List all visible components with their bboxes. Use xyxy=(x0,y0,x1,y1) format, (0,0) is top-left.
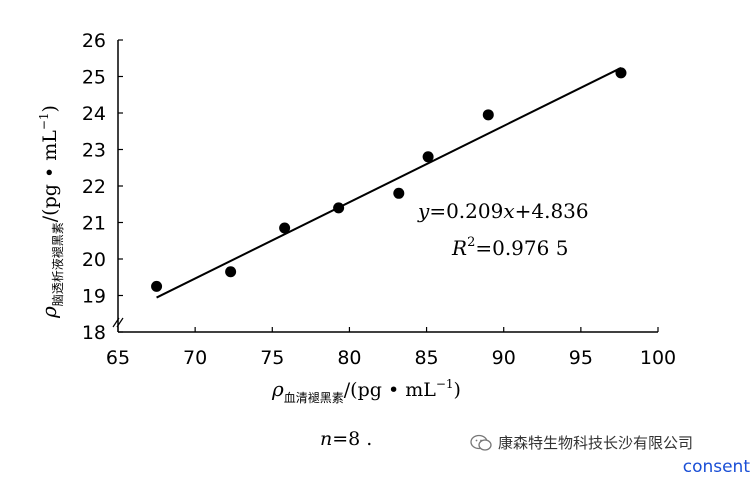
data-point xyxy=(615,67,627,79)
trendline xyxy=(156,67,622,299)
equation-y-var: y xyxy=(417,199,430,223)
consent-link[interactable]: consent xyxy=(682,457,750,477)
x-tick-label: 100 xyxy=(640,347,676,369)
y-axis-label: ρ脑透析液褪黑素/(pg • mL−1) xyxy=(37,105,65,319)
x-tick-label: 80 xyxy=(337,347,361,369)
watermark-text: 康森特生物科技长沙有限公司 xyxy=(498,434,694,452)
regression-equation: y=0.209x+4.836 xyxy=(417,199,589,223)
wechat-icon xyxy=(470,434,492,451)
r-superscript: 2 xyxy=(467,235,475,250)
r-squared: R2=0.976 5 xyxy=(451,235,568,260)
axis-break-mark xyxy=(112,317,124,328)
x-label-unit-sup: −1 xyxy=(436,377,454,391)
r-letter: R xyxy=(451,236,467,260)
watermark: 康森特生物科技长沙有限公司 xyxy=(470,432,693,453)
equation-middle: =0.209 xyxy=(429,199,503,223)
y-ticks: 18 19 20 21 22 23 24 25 26 xyxy=(82,30,123,344)
footnote-text: =8 . xyxy=(332,428,373,450)
y-tick-label: 18 xyxy=(82,322,106,344)
x-tick-label: 70 xyxy=(183,347,207,369)
data-points xyxy=(151,67,627,292)
y-tick-label: 23 xyxy=(82,140,106,162)
x-label-rho: ρ xyxy=(271,377,284,401)
y-tick-label: 24 xyxy=(82,103,106,125)
x-tick-label: 75 xyxy=(260,347,284,369)
footnote-var: n xyxy=(320,428,333,450)
x-tick-label: 65 xyxy=(106,347,130,369)
axes xyxy=(112,40,658,333)
data-point xyxy=(393,187,405,199)
footnote: n=8 . xyxy=(320,428,372,450)
trendline-group xyxy=(156,67,622,299)
x-ticks: 65 70 75 80 85 90 95 100 xyxy=(106,327,676,369)
y-label-unit-end: ) xyxy=(39,105,61,112)
y-label-unit: /(pg • mL xyxy=(39,130,61,222)
x-label-subscript: 血清褪黑素 xyxy=(284,390,344,405)
x-tick-label: 95 xyxy=(569,347,593,369)
r-value: =0.976 5 xyxy=(475,236,568,260)
y-tick-label: 26 xyxy=(82,30,106,52)
y-tick-label: 21 xyxy=(82,213,106,235)
y-label-subscript: 脑透析液褪黑素 xyxy=(50,222,65,306)
y-tick-label: 19 xyxy=(82,286,106,308)
data-point xyxy=(333,202,345,214)
y-tick-label: 20 xyxy=(82,249,106,271)
x-tick-label: 90 xyxy=(492,347,516,369)
y-tick-label: 22 xyxy=(82,176,106,198)
y-label-rho: ρ xyxy=(37,306,61,319)
y-label-unit-sup: −1 xyxy=(37,112,51,130)
y-tick-label: 25 xyxy=(82,67,106,89)
x-label-unit: /(pg • mL xyxy=(344,379,436,401)
x-label-unit-end: ) xyxy=(454,379,461,401)
equation-tail: +4.836 xyxy=(515,199,589,223)
data-point xyxy=(225,266,237,278)
data-point xyxy=(422,151,434,163)
data-point xyxy=(151,280,163,292)
x-tick-label: 85 xyxy=(414,347,438,369)
data-point xyxy=(279,222,291,234)
data-point xyxy=(482,109,494,121)
equation-x-var: x xyxy=(503,199,514,223)
x-axis-label: ρ血清褪黑素/(pg • mL−1) xyxy=(271,377,461,405)
